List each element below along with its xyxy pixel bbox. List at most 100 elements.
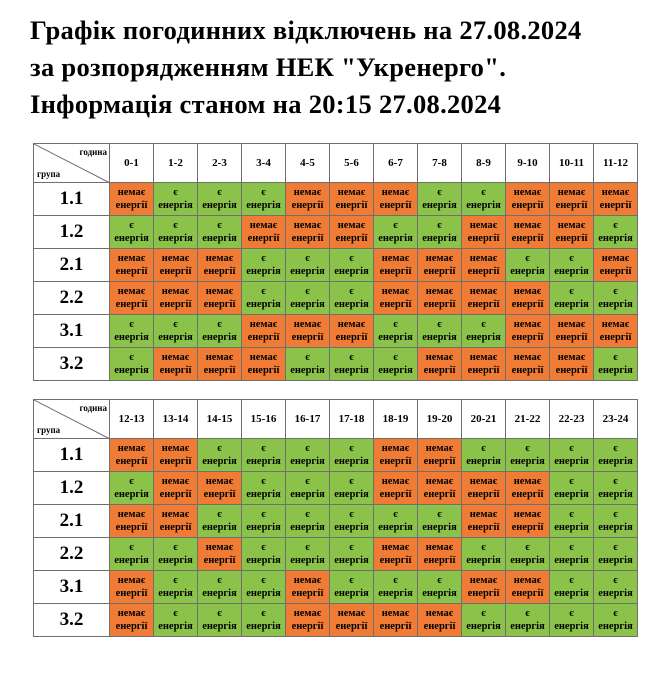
status-line-2: енергія — [422, 588, 457, 599]
status-line-1: є — [349, 443, 354, 454]
hour-header: 6-7 — [373, 143, 418, 183]
hour-header: 21-22 — [505, 399, 550, 439]
status-line-2: енергія — [334, 299, 369, 310]
power-off-cell: немає енергії — [109, 182, 154, 216]
hour-header: 3-4 — [241, 143, 286, 183]
status-line-1: є — [173, 608, 178, 619]
status-line-2: енергія — [114, 365, 149, 376]
status-line-2: енергія — [510, 456, 545, 467]
status-line-2: енергії — [335, 332, 368, 343]
group-label: 2.1 — [33, 248, 110, 282]
status-line-2: енергія — [158, 588, 193, 599]
group-row: 1.1 немає енергії немає енергії є енергія є енер… — [33, 438, 638, 472]
power-on-cell: є енергія — [461, 537, 506, 571]
power-on-cell: є енергія — [329, 347, 374, 381]
hour-header: 0-1 — [109, 143, 154, 183]
power-off-cell: немає енергії — [461, 281, 506, 315]
status-line-1: немає — [293, 220, 322, 231]
power-on-cell: є енергія — [505, 603, 550, 637]
hour-header: 17-18 — [329, 399, 374, 439]
power-on-cell: є енергія — [153, 182, 198, 216]
status-line-1: є — [129, 319, 134, 330]
hour-header: 16-17 — [285, 399, 330, 439]
power-on-cell: є енергія — [373, 504, 418, 538]
status-line-2: енергії — [555, 365, 588, 376]
status-line-2: енергії — [599, 266, 632, 277]
status-line-2: енергії — [203, 555, 236, 566]
power-off-cell: немає енергії — [461, 570, 506, 604]
status-line-1: є — [569, 542, 574, 553]
hour-header: 4-5 — [285, 143, 330, 183]
status-line-2: енергія — [554, 456, 589, 467]
header-row: година група 0-1 1-2 2-3 3-4 4-5 5-6 6-7 7-8 8-9 9-… — [33, 143, 638, 183]
power-on-cell: є енергія — [461, 438, 506, 472]
group-label: 3.2 — [33, 347, 110, 381]
power-on-cell: є енергія — [329, 504, 374, 538]
status-line-2: енергії — [423, 365, 456, 376]
status-line-1: немає — [293, 608, 322, 619]
status-line-1: є — [349, 476, 354, 487]
status-line-2: енергії — [203, 266, 236, 277]
status-line-1: є — [393, 352, 398, 363]
status-line-1: немає — [513, 187, 542, 198]
hour-header: 12-13 — [109, 399, 154, 439]
status-line-2: енергія — [554, 555, 589, 566]
status-line-2: енергія — [290, 522, 325, 533]
status-line-2: енергія — [158, 621, 193, 632]
power-off-cell: немає енергії — [197, 537, 242, 571]
status-line-2: енергія — [246, 621, 281, 632]
power-off-cell: немає енергії — [461, 504, 506, 538]
power-on-cell: є енергія — [549, 537, 594, 571]
power-on-cell: є енергія — [153, 314, 198, 348]
hour-header: 11-12 — [593, 143, 638, 183]
status-line-1: є — [261, 286, 266, 297]
status-line-2: енергія — [598, 365, 633, 376]
group-label: 3.1 — [33, 314, 110, 348]
group-label: 2.1 — [33, 504, 110, 538]
status-line-1: немає — [381, 253, 410, 264]
status-line-1: немає — [381, 187, 410, 198]
power-on-cell: є енергія — [549, 570, 594, 604]
status-line-1: немає — [293, 187, 322, 198]
status-line-1: немає — [469, 286, 498, 297]
status-line-1: є — [305, 476, 310, 487]
status-line-1: є — [173, 575, 178, 586]
status-line-1: є — [613, 575, 618, 586]
corner-cell: година група — [33, 399, 110, 439]
power-on-cell: є енергія — [549, 603, 594, 637]
status-line-2: енергія — [246, 588, 281, 599]
status-line-1: немає — [513, 575, 542, 586]
status-line-1: немає — [513, 476, 542, 487]
status-line-1: є — [129, 220, 134, 231]
power-on-cell: є енергія — [153, 570, 198, 604]
status-line-1: є — [525, 542, 530, 553]
status-line-1: є — [437, 220, 442, 231]
status-line-1: немає — [425, 476, 454, 487]
status-line-2: енергії — [115, 456, 148, 467]
status-line-1: є — [305, 443, 310, 454]
power-on-cell: є енергія — [593, 537, 638, 571]
status-line-2: енергія — [114, 489, 149, 500]
status-line-1: немає — [601, 319, 630, 330]
hour-header: 2-3 — [197, 143, 242, 183]
power-off-cell: немає енергії — [285, 570, 330, 604]
status-line-1: є — [349, 509, 354, 520]
status-line-2: енергія — [598, 522, 633, 533]
power-on-cell: є енергія — [241, 438, 286, 472]
status-line-1: немає — [205, 476, 234, 487]
status-line-2: енергії — [467, 588, 500, 599]
power-on-cell: є енергія — [285, 504, 330, 538]
group-row: 3.1 є енергія є енергія є енергія немає енергії н… — [33, 314, 638, 348]
hour-header: 23-24 — [593, 399, 638, 439]
power-on-cell: є енергія — [197, 182, 242, 216]
power-off-cell: немає енергії — [505, 182, 550, 216]
status-line-2: енергія — [554, 266, 589, 277]
power-on-cell: є енергія — [373, 215, 418, 249]
group-label: 1.1 — [33, 182, 110, 216]
title-line-3: Інформація станом на 20:15 27.08.2024 — [30, 89, 502, 119]
power-on-cell: є енергія — [593, 471, 638, 505]
power-off-cell: немає енергії — [593, 182, 638, 216]
status-line-1: немає — [601, 187, 630, 198]
status-line-1: немає — [601, 253, 630, 264]
status-line-2: енергії — [599, 332, 632, 343]
